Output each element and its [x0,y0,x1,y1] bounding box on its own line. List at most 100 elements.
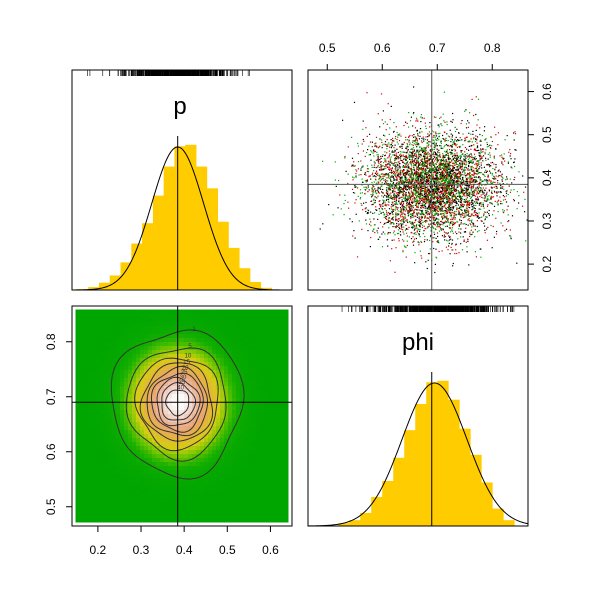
scatter-point [394,190,396,193]
scatter-point [439,152,441,154]
scatter-point [435,154,437,156]
scatter-point [444,159,447,161]
scatter-point [441,218,444,220]
scatter-point [451,159,453,161]
scatter-point [427,159,429,161]
scatter-point [392,210,394,212]
scatter-point [383,194,386,196]
scatter-point [416,186,418,188]
scatter-point [406,143,408,145]
scatter-point [447,219,449,221]
scatter-point [448,174,450,176]
scatter-point [367,209,369,211]
scatter-point [381,191,383,193]
scatter-point [428,223,430,225]
scatter-point [453,212,455,214]
scatter-point [375,136,378,138]
scatter-point [427,158,430,160]
scatter-point [454,126,456,129]
scatter-point [440,181,442,183]
scatter-point [446,201,448,203]
scatter-point [391,190,393,192]
scatter-point [421,165,424,167]
scatter-point [401,145,403,147]
scatter-point [469,160,471,162]
scatter-point [501,176,503,178]
scatter-point [452,165,454,167]
scatter-point [419,192,421,194]
scatter-point [392,197,394,199]
scatter-point [451,180,453,182]
scatter-point [427,206,429,209]
scatter-point [460,243,462,245]
scatter-point [451,149,453,151]
scatter-point [417,159,419,161]
scatter-point [382,202,384,204]
scatter-point [452,187,454,189]
scatter-point [425,171,427,173]
scatter-point [500,200,502,203]
scatter-point [387,188,389,190]
scatter-point [412,154,414,156]
scatter-point [399,202,401,204]
scatter-point [493,236,495,238]
scatter-point [475,214,477,216]
scatter-point [411,224,413,226]
scatter-point [436,213,438,215]
scatter-point [384,141,387,143]
scatter-point [355,169,357,171]
scatter-point [408,153,410,155]
scatter-point [468,210,470,212]
scatter-point [443,140,446,142]
scatter-point [368,176,370,178]
scatter-point [473,144,475,146]
scatter-point [347,173,349,175]
scatter-point [401,147,403,149]
scatter-point [446,209,449,211]
scatter-point [411,185,413,187]
scatter-point [438,202,440,204]
scatter-point [397,220,399,222]
scatter-point [407,215,409,217]
scatter-point [466,190,468,192]
scatter-point [448,158,450,160]
scatter-point [375,142,377,144]
scatter-point [427,226,429,228]
scatter-point [418,233,420,235]
scatter-point [406,195,408,197]
scatter-point [441,163,443,165]
scatter-point [416,119,418,121]
scatter-point [505,228,508,230]
scatter-point [434,137,436,139]
scatter-point [463,169,465,171]
scatter-point [516,262,518,264]
scatter-point [458,200,460,202]
scatter-point [488,189,490,191]
scatter-point [419,193,421,195]
scatter-point [475,189,477,191]
scatter-point [422,233,424,235]
scatter-point [451,197,453,199]
scatter-point [524,186,527,188]
scatter-point [430,161,432,163]
scatter-point [450,238,452,240]
scatter-point [426,143,428,145]
scatter-point [372,230,374,232]
scatter-point [391,204,393,206]
scatter-point [437,152,439,154]
scatter-point [461,177,464,179]
scatter-point [396,225,398,227]
scatter-point [388,142,390,144]
scatter-point [455,200,457,202]
scatter-point [409,210,411,212]
scatter-point [458,180,460,182]
scatter-point [454,153,456,155]
scatter-point [459,167,461,170]
scatter-point [450,227,452,229]
scatter-point [447,218,450,220]
scatter-point [437,199,439,201]
scatter-point [441,205,443,208]
scatter-point [411,202,414,204]
scatter-point [460,204,462,207]
scatter-point [459,145,461,147]
